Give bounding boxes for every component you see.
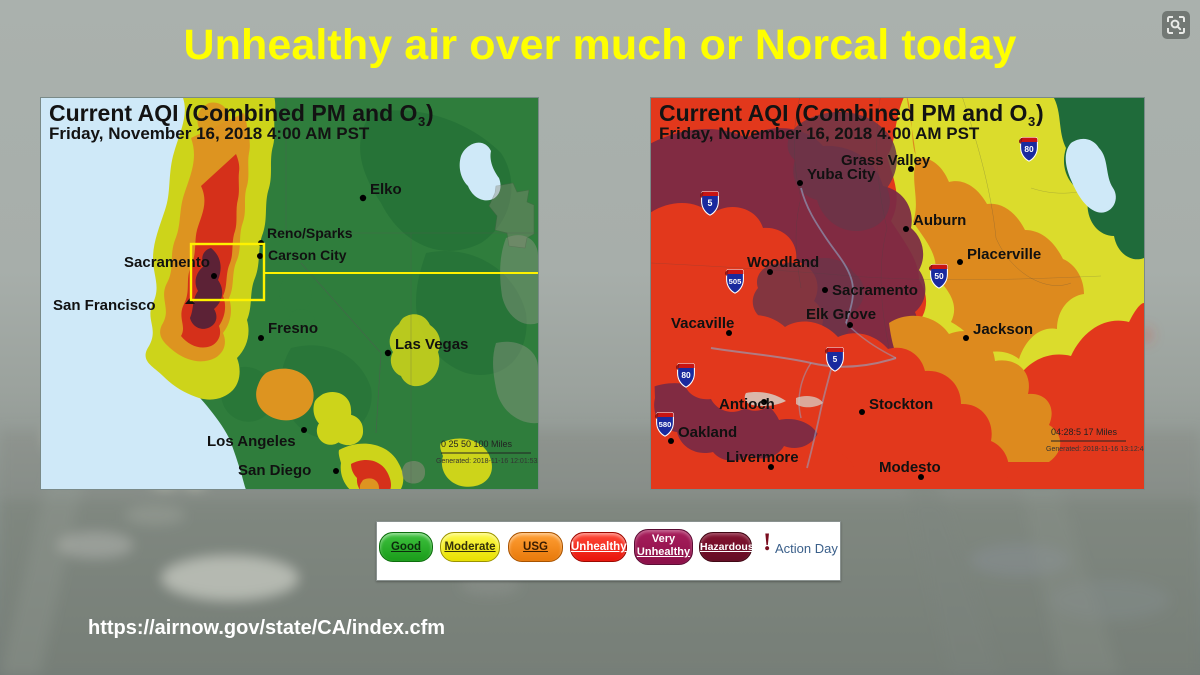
svg-text:5: 5 [833, 354, 838, 364]
svg-text:Grass Valley: Grass Valley [841, 152, 931, 169]
svg-text:Generated: 2018-11-16 12:01:53: Generated: 2018-11-16 12:01:53Z [436, 458, 538, 465]
svg-text:San Diego: San Diego [238, 462, 311, 479]
svg-text:505: 505 [729, 277, 742, 286]
svg-text:): ) [1036, 100, 1044, 126]
svg-text:Elk Grove: Elk Grove [806, 306, 876, 323]
svg-text:Auburn: Auburn [913, 212, 966, 229]
svg-text:04:28:5 17 Miles: 04:28:5 17 Miles [1051, 427, 1118, 437]
svg-text:80: 80 [1024, 144, 1034, 154]
svg-text:Stockton: Stockton [869, 396, 933, 413]
svg-text:Fresno: Fresno [268, 320, 318, 337]
svg-text:San Francisco: San Francisco [53, 297, 156, 314]
svg-text:Vacaville: Vacaville [671, 315, 734, 332]
svg-text:5: 5 [708, 198, 713, 208]
svg-text:Friday, November 16, 2018 4:00: Friday, November 16, 2018 4:00 AM PST [49, 124, 370, 143]
svg-text:Current AQI (Combined PM and O: Current AQI (Combined PM and O [49, 100, 417, 126]
svg-text:0 25 50 100 Miles: 0 25 50 100 Miles [441, 439, 513, 449]
svg-text:Sacramento: Sacramento [832, 282, 918, 299]
svg-text:Woodland: Woodland [747, 254, 819, 271]
svg-text:Reno/Sparks: Reno/Sparks [267, 225, 353, 241]
svg-text:80: 80 [681, 370, 691, 380]
svg-text:Carson City: Carson City [268, 247, 347, 263]
svg-text:Current AQI (Combined PM and O: Current AQI (Combined PM and O [659, 100, 1027, 126]
svg-text:Friday, November 16, 2018 4:00: Friday, November 16, 2018 4:00 AM PST [659, 124, 980, 143]
svg-text:3: 3 [418, 114, 425, 129]
svg-text:580: 580 [659, 420, 672, 429]
svg-text:Placerville: Placerville [967, 246, 1041, 263]
svg-text:): ) [426, 100, 434, 126]
svg-text:Sacramento: Sacramento [124, 254, 210, 271]
svg-text:Los Angeles: Los Angeles [207, 433, 296, 450]
svg-text:Las Vegas: Las Vegas [395, 336, 468, 353]
svg-text:Livermore: Livermore [726, 449, 799, 466]
svg-text:Oakland: Oakland [678, 424, 737, 441]
svg-text:3: 3 [1028, 114, 1035, 129]
svg-text:Jackson: Jackson [973, 321, 1033, 338]
svg-text:Antioch: Antioch [719, 396, 775, 413]
svg-text:Elko: Elko [370, 181, 402, 198]
svg-text:Generated: 2018-11-16 13:12:46: Generated: 2018-11-16 13:12:46Z [1046, 446, 1144, 453]
svg-text:50: 50 [934, 271, 944, 281]
svg-text:Modesto: Modesto [879, 459, 941, 476]
